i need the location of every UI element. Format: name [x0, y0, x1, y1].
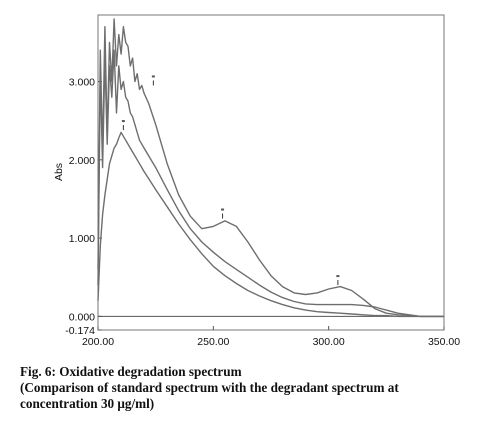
caption-title: Fig. 6: Oxidative degradation spectrum	[20, 364, 242, 379]
x-tick-label: 350.00	[428, 336, 460, 348]
y-tick-label: 2.000	[69, 155, 95, 167]
peak-marker-label	[221, 208, 225, 211]
spectrum-series-line-2	[97, 49, 444, 318]
marker-layer	[121, 75, 340, 286]
peak-marker-label	[121, 120, 125, 123]
y-tick-label: 3.000	[69, 77, 95, 89]
caption-line-3: concentration 30 μg/ml)	[20, 396, 155, 411]
figure-caption: Fig. 6: Oxidative degradation spectrum (…	[20, 364, 498, 412]
spectrum-series-line-1	[97, 18, 444, 318]
x-tick-label: 250.00	[197, 336, 229, 348]
caption-line-2: (Comparison of standard spectrum with th…	[20, 380, 399, 395]
peak-marker-label	[336, 275, 340, 278]
x-tick-label: 300.00	[313, 336, 345, 348]
y-tick-label: -0.174	[65, 325, 95, 337]
y-tick-label: 0.000	[69, 311, 95, 323]
y-axis-title: Abs	[53, 163, 65, 181]
spectrum-series-line-3	[97, 131, 444, 318]
plot-frame	[97, 14, 445, 331]
series-layer	[97, 18, 444, 318]
y-tick-label: 1.000	[69, 233, 95, 245]
x-tick-label: 200.00	[82, 336, 114, 348]
peak-marker-label	[151, 75, 155, 78]
